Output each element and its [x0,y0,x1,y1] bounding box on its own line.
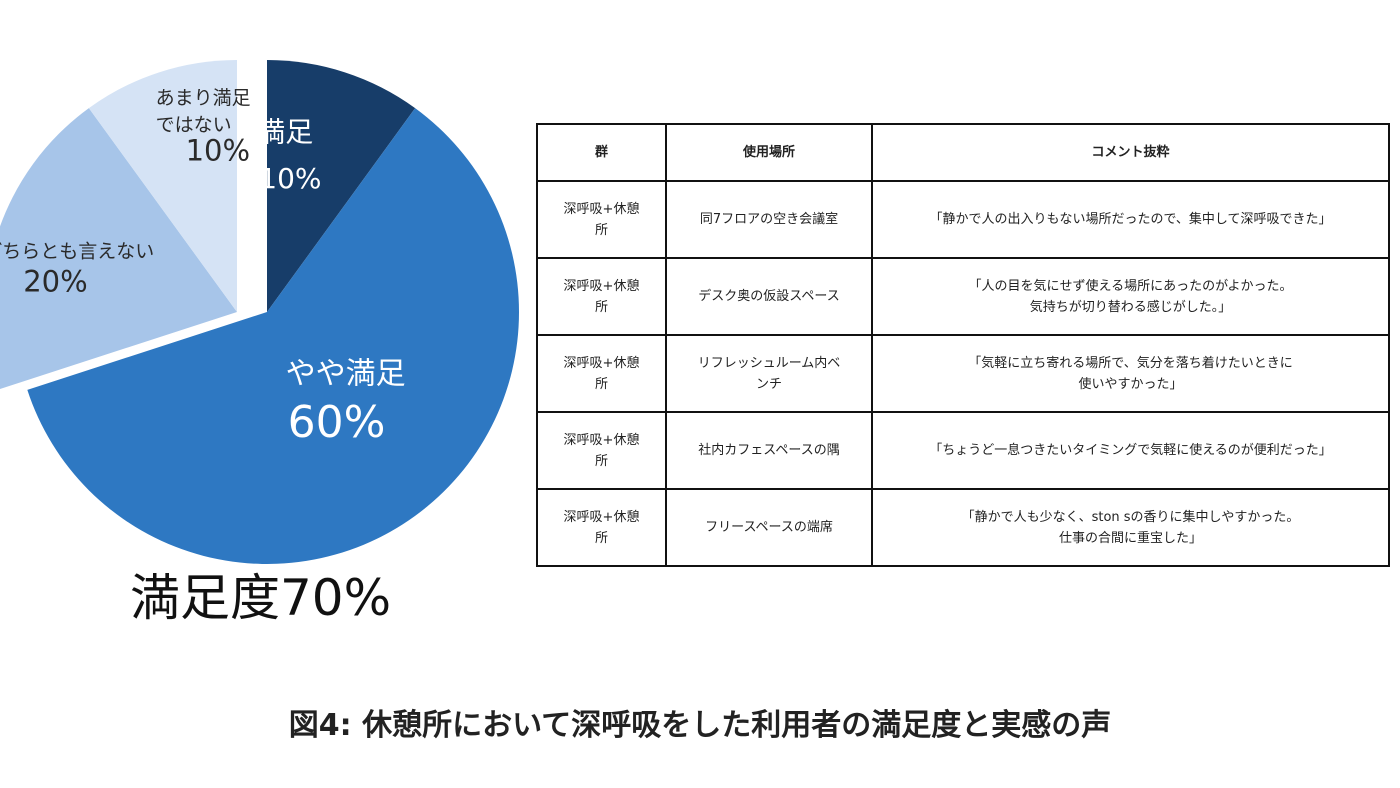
cell-place: 同7フロアの空き会議室 [665,180,873,259]
cell-comment: 「静かで人も少なく、ston sの香りに集中しやすかった。 仕事の合間に重宝した… [871,488,1390,567]
cell-place: リフレッシュルーム内ベ ンチ [665,334,873,413]
cell-comment: 「ちょうど一息つきたいタイミングで気軽に使えるのが便利だった」 [871,411,1390,490]
cell-group: 深呼吸+休憩 所 [536,257,667,336]
table-row: 深呼吸+休憩 所 リフレッシュルーム内ベ ンチ 「気軽に立ち寄れる場所で、気分を… [536,334,1390,413]
pie-slice [267,60,416,312]
pie-slice [27,108,519,564]
table-row: 深呼吸+休憩 所 同7フロアの空き会議室 「静かで人の出入りもない場所だったので… [536,180,1390,259]
comments-table: 群 使用場所 コメント抜粋 深呼吸+休憩 所 同7フロアの空き会議室 「静かで人… [536,123,1390,567]
cell-place: フリースペースの端席 [665,488,873,567]
pie-slice-percent: 10% [259,162,321,195]
pie-slice-percent: 60% [288,397,386,448]
pie-slice [0,108,237,390]
pie-slice-label: やや満足 [286,357,406,392]
pie-slice-label: あまり満足 [156,87,251,109]
header-place: 使用場所 [665,123,873,182]
pie-slice [88,60,237,312]
cell-group: 深呼吸+休憩 所 [536,411,667,490]
cell-comment: 「気軽に立ち寄れる場所で、気分を落ち着けたいときに 使いやすかった」 [871,334,1390,413]
header-comment: コメント抜粋 [871,123,1390,182]
cell-group: 深呼吸+休憩 所 [536,180,667,259]
cell-comment: 「静かで人の出入りもない場所だったので、集中して深呼吸できた」 [871,180,1390,259]
table-header-row: 群 使用場所 コメント抜粋 [536,123,1390,182]
satisfaction-summary: 満足度70% [130,569,392,627]
figure-caption: 図4: 休憩所において深呼吸をした利用者の満足度と実感の声 [288,708,1112,743]
cell-group: 深呼吸+休憩 所 [536,334,667,413]
cell-comment: 「人の目を気にせず使える場所にあったのがよかった。 気持ちが切り替わる感じがした… [871,257,1390,336]
pie-slice-percent: 10% [186,133,250,167]
pie-slice-label: ではない [156,114,232,136]
cell-place: 社内カフェスペースの隅 [665,411,873,490]
pie-slice-percent: 20% [23,265,87,299]
pie-slice-label: 満足 [257,115,313,148]
table-row: 深呼吸+休憩 所 社内カフェスペースの隅 「ちょうど一息つきたいタイミングで気軽… [536,411,1390,490]
cell-group: 深呼吸+休憩 所 [536,488,667,567]
header-group: 群 [536,123,667,182]
table-row: 深呼吸+休憩 所 デスク奥の仮設スペース 「人の目を気にせず使える場所にあったの… [536,257,1390,336]
pie-slice-label: どちらとも言えない [0,240,154,262]
table-row: 深呼吸+休憩 所 フリースペースの端席 「静かで人も少なく、ston sの香りに… [536,488,1390,567]
cell-place: デスク奥の仮設スペース [665,257,873,336]
